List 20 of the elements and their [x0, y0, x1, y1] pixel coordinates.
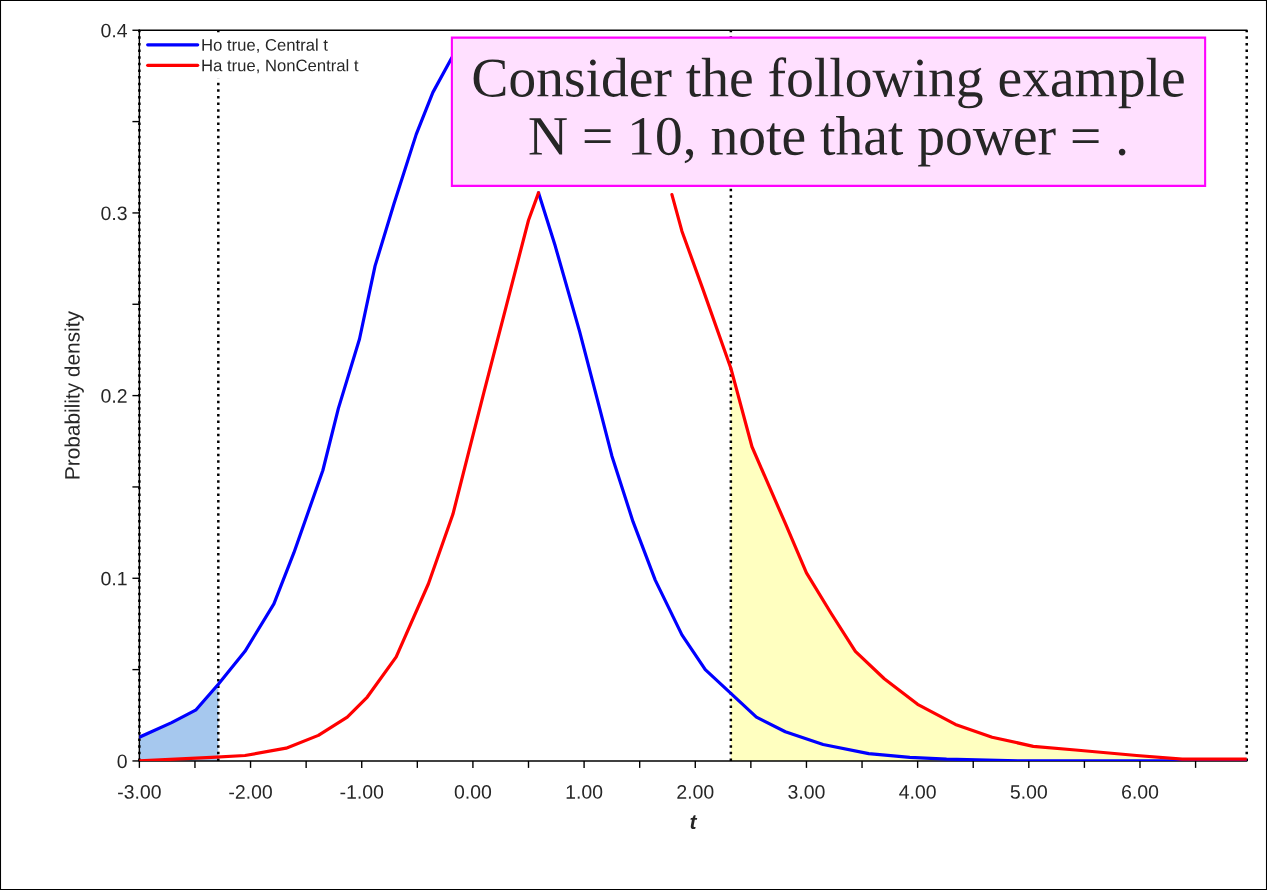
x-tick-label: -3.00: [118, 785, 161, 799]
y-tick-label: 0.2: [101, 389, 127, 403]
x-axis-title: t: [690, 815, 698, 830]
x-tick-label: 4.00: [899, 785, 936, 799]
x-tick-label: 2.00: [677, 785, 714, 799]
y-tick-label: 0.4: [101, 23, 127, 38]
x-tick-label: 6.00: [1122, 785, 1159, 799]
legend-label: Ha true, NonCentral t: [202, 59, 359, 74]
y-tick-label: 0: [117, 754, 127, 769]
y-tick-label: 0.3: [101, 206, 127, 221]
annotation: Consider the following example N = 10, note that power = .: [473, 57, 1184, 167]
x-tick-label: 1.00: [566, 785, 603, 799]
y-tick-label: 0.1: [101, 571, 127, 586]
x-tick-label: 5.00: [1010, 785, 1047, 799]
x-tick-label: 0.00: [454, 785, 492, 799]
y-axis-title: Probability density: [64, 311, 84, 479]
x-tick-label: -1.00: [340, 785, 384, 799]
x-tick-label: 3.00: [788, 785, 825, 799]
x-tick-label: -2.00: [229, 785, 272, 799]
legend-label: Ho true, Central t: [202, 38, 328, 53]
